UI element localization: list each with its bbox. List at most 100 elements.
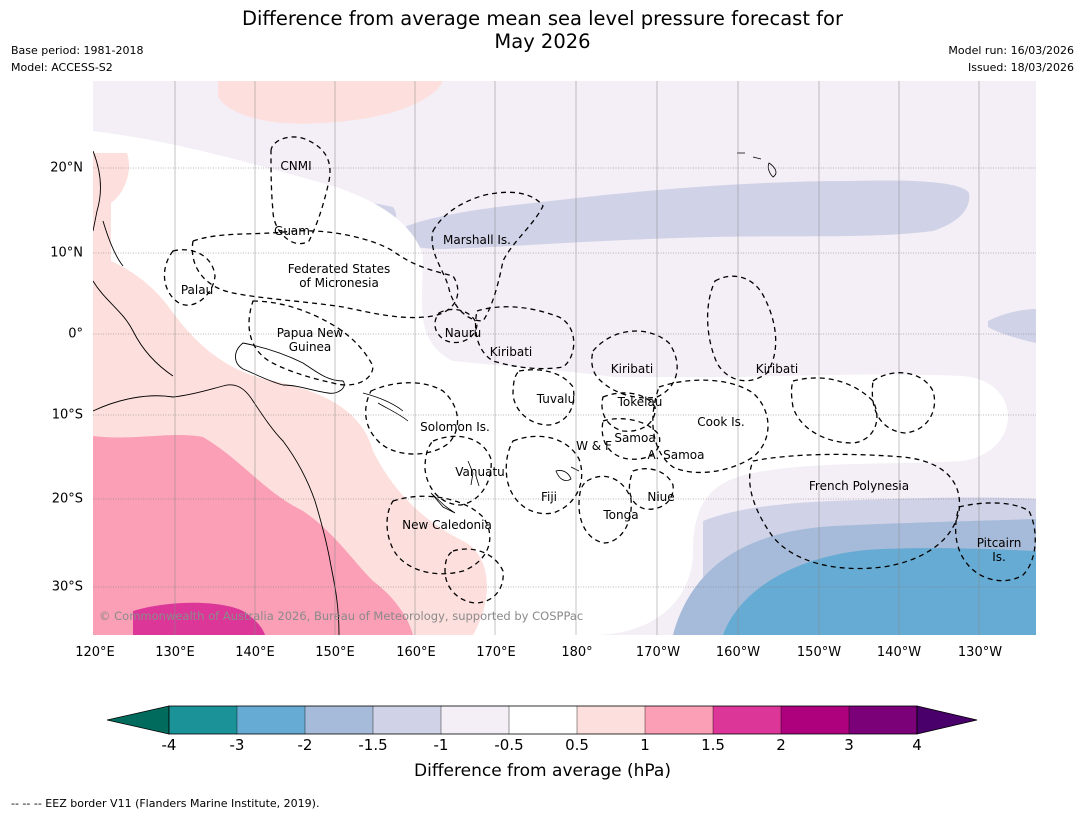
coastline-solomon	[362, 392, 409, 422]
shade-blue-north	[392, 180, 970, 249]
colorbar-tick: 1	[640, 736, 650, 754]
label-marshall: Marshall Is.	[443, 233, 511, 247]
label-pitcairn: Pitcairn Is.	[977, 536, 1022, 564]
label-guam: Guam	[274, 224, 310, 238]
model-run: Model run: 16/03/2026	[948, 44, 1074, 57]
eez-cnmi	[270, 136, 331, 245]
colorbar-bin	[781, 706, 849, 734]
lat-tick: 10°S	[51, 407, 83, 423]
colorbar-tick: -3	[229, 736, 245, 754]
colorbar-tick: 4	[912, 736, 922, 754]
shade-pink-north	[218, 81, 443, 124]
title-line-2: May 2026	[494, 30, 591, 53]
colorbar-bin	[645, 706, 713, 734]
graticule	[93, 167, 1036, 588]
shade-pink-strong	[133, 602, 265, 635]
lat-tick: 20°N	[50, 160, 83, 176]
lat-tick: 30°S	[51, 579, 83, 595]
shade-blue-south-core	[723, 548, 1036, 635]
colorbar-max-arrow	[916, 705, 978, 735]
lat-tick: 0°	[68, 326, 83, 342]
lon-tick: 140°W	[876, 645, 922, 660]
label-kiribati-east: Kiribati	[755, 362, 799, 376]
eez-kiribati-e	[706, 275, 777, 382]
lon-tick: 150°E	[315, 645, 355, 660]
label-fsm-line1: Federated States	[287, 262, 391, 276]
colorbar-bin	[237, 706, 305, 734]
label-new-caledonia: New Caledonia	[402, 518, 492, 532]
label-tonga: Tonga	[603, 508, 639, 522]
eez-fsm	[191, 230, 459, 319]
eez-tokelau	[601, 392, 656, 432]
lon-tick: 160°E	[396, 645, 436, 660]
colorbar-tick: -1.5	[358, 736, 388, 754]
map-title: Difference from average mean sea level p…	[0, 7, 1085, 53]
colorbar-bin	[441, 706, 509, 734]
eez-palau	[163, 249, 216, 306]
label-tokelau: Tokelau	[617, 395, 663, 409]
colorbar-tick: 2	[776, 736, 786, 754]
eez-tonga	[578, 475, 632, 544]
colorbar-dividers	[236, 706, 850, 734]
eez-fiji	[505, 435, 583, 515]
coastline-newcal	[430, 492, 456, 514]
colorbar-tick: 1.5	[701, 736, 725, 754]
colorbar-tick: 0.5	[565, 736, 589, 754]
map-svg	[93, 81, 1036, 635]
colorbar-bin	[169, 706, 237, 734]
lon-tick: 140°E	[235, 645, 275, 660]
eez-samoa	[601, 418, 661, 460]
colorbar-bin	[305, 706, 373, 734]
colorbar-bin	[577, 706, 645, 734]
colorbar-tick: -0.5	[494, 736, 524, 754]
colorbar-min-arrow	[107, 705, 170, 735]
lon-tick: 120°E	[75, 645, 115, 660]
colorbar	[107, 705, 978, 735]
eez-cook	[652, 379, 769, 474]
lat-tick: 10°N	[50, 245, 83, 261]
coastline-fiji	[555, 466, 580, 481]
label-wallis-futuna: W & F	[576, 439, 612, 453]
base-period: Base period: 1981-2018	[11, 44, 144, 57]
issued-date: Issued: 18/03/2026	[967, 61, 1074, 74]
meridians	[174, 81, 980, 635]
shade-pink-mid	[93, 435, 413, 635]
label-fsm-line2: of Micronesia	[299, 276, 379, 290]
eez-pitcairn	[954, 502, 1036, 582]
coastline-vanuatu	[467, 460, 480, 487]
eez-borders	[163, 136, 1036, 604]
lon-tick: 180°	[561, 645, 593, 660]
label-fsm: Federated States of Micronesia	[288, 262, 390, 290]
eez-footnote: -- -- -- EEZ border V11 (Flanders Marine…	[11, 797, 320, 810]
eez-tuvalu	[512, 369, 575, 426]
colorbar-frame	[168, 705, 918, 735]
model-name: Model: ACCESS-S2	[11, 61, 113, 74]
eez-niue	[628, 468, 674, 510]
label-cook-islands: Cook Is.	[697, 415, 745, 429]
label-palau: Palau	[180, 283, 214, 297]
label-png-line1: Papua New	[276, 326, 344, 340]
title-line-1: Difference from average mean sea level p…	[242, 7, 843, 30]
label-png-line2: Guinea	[288, 340, 332, 354]
label-french-polynesia: French Polynesia	[808, 479, 910, 493]
meta-right: Model run: 16/03/2026 Issued: 18/03/2026	[948, 42, 1074, 76]
eez-french-poly	[749, 453, 961, 570]
colorbar-bin	[373, 706, 441, 734]
coastline-asia	[93, 150, 174, 377]
label-fiji: Fiji	[540, 490, 558, 504]
eez-newcal	[386, 495, 491, 575]
eez-png	[248, 300, 374, 386]
label-pitcairn-line1: Pitcairn	[976, 536, 1022, 550]
label-samoa: Samoa	[614, 431, 656, 445]
colorbar-tick: -1	[433, 736, 449, 754]
lat-tick: 20°S	[51, 491, 83, 507]
lon-tick: 170°W	[635, 645, 681, 660]
copyright-notice: © Commonwealth of Australia 2026, Bureau…	[99, 609, 584, 623]
coastline-australia	[93, 384, 340, 635]
colorbar-tick: -4	[161, 736, 177, 754]
label-tuvalu: Tuvalu	[536, 392, 576, 406]
colorbar-tick: -2	[297, 736, 313, 754]
colorbar-label: Difference from average (hPa)	[414, 761, 671, 781]
label-vanuatu: Vanuatu	[455, 465, 505, 479]
eez-marshall	[431, 191, 544, 322]
